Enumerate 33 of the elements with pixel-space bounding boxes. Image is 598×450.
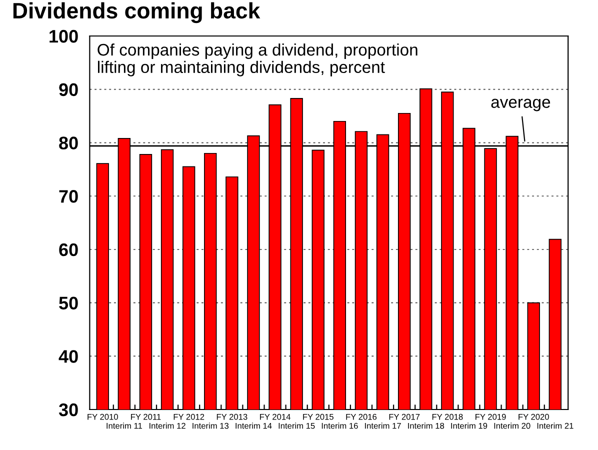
x-tick-label: Interim 20 bbox=[494, 422, 530, 429]
x-tick-label: Interim 21 bbox=[537, 422, 574, 429]
x-tick-label: FY 2014 bbox=[260, 414, 290, 420]
text: Of companies paying a dividend, proportion lifting or maintaining dividends, percent bbox=[98, 43, 418, 76]
x-tick-label: Interim 19 bbox=[451, 422, 488, 429]
x-tick-label: Interim 12 bbox=[150, 422, 186, 429]
x-tick-label: FY 2017 bbox=[389, 414, 420, 420]
y-tick-label: 90 bbox=[59, 83, 78, 96]
y-tick-label: 80 bbox=[59, 136, 78, 150]
x-tick-label: FY 2015 bbox=[303, 414, 334, 420]
y-tick-label: 50 bbox=[59, 296, 78, 310]
x-tick-label: Interim 16 bbox=[322, 422, 358, 429]
y-tick-label: 30 bbox=[58, 403, 78, 416]
x-tick-label: Interim 14 bbox=[236, 422, 272, 429]
x-tick-label: FY 2013 bbox=[216, 414, 248, 420]
y-tick-label: 60 bbox=[59, 243, 78, 256]
x-tick-label: Interim 13 bbox=[192, 422, 229, 429]
y-tick-label: 40 bbox=[58, 350, 78, 363]
x-tick-label: FY 2012 bbox=[174, 414, 204, 420]
x-tick-label: FY 2018 bbox=[432, 414, 463, 420]
chart-title: Dividends coming back bbox=[13, 2, 260, 24]
y-tick-label: 100 bbox=[50, 30, 78, 43]
x-tick-label: Interim 18 bbox=[408, 422, 444, 429]
x-tick-label: Interim 11 bbox=[106, 422, 142, 429]
x-tick-label: FY 2020 bbox=[518, 414, 549, 420]
x-tick-label: Interim 15 bbox=[278, 422, 315, 429]
x-tick-label: Interim 17 bbox=[365, 422, 401, 429]
x-tick-label: FY 2011 bbox=[131, 414, 161, 420]
x-tick-label: FY 2010 bbox=[88, 414, 118, 420]
ref-line-label: average bbox=[491, 98, 550, 112]
x-tick-label: FY 2019 bbox=[476, 414, 506, 420]
x-tick-label: FY 2016 bbox=[346, 414, 377, 420]
y-tick-label: 70 bbox=[59, 190, 78, 203]
